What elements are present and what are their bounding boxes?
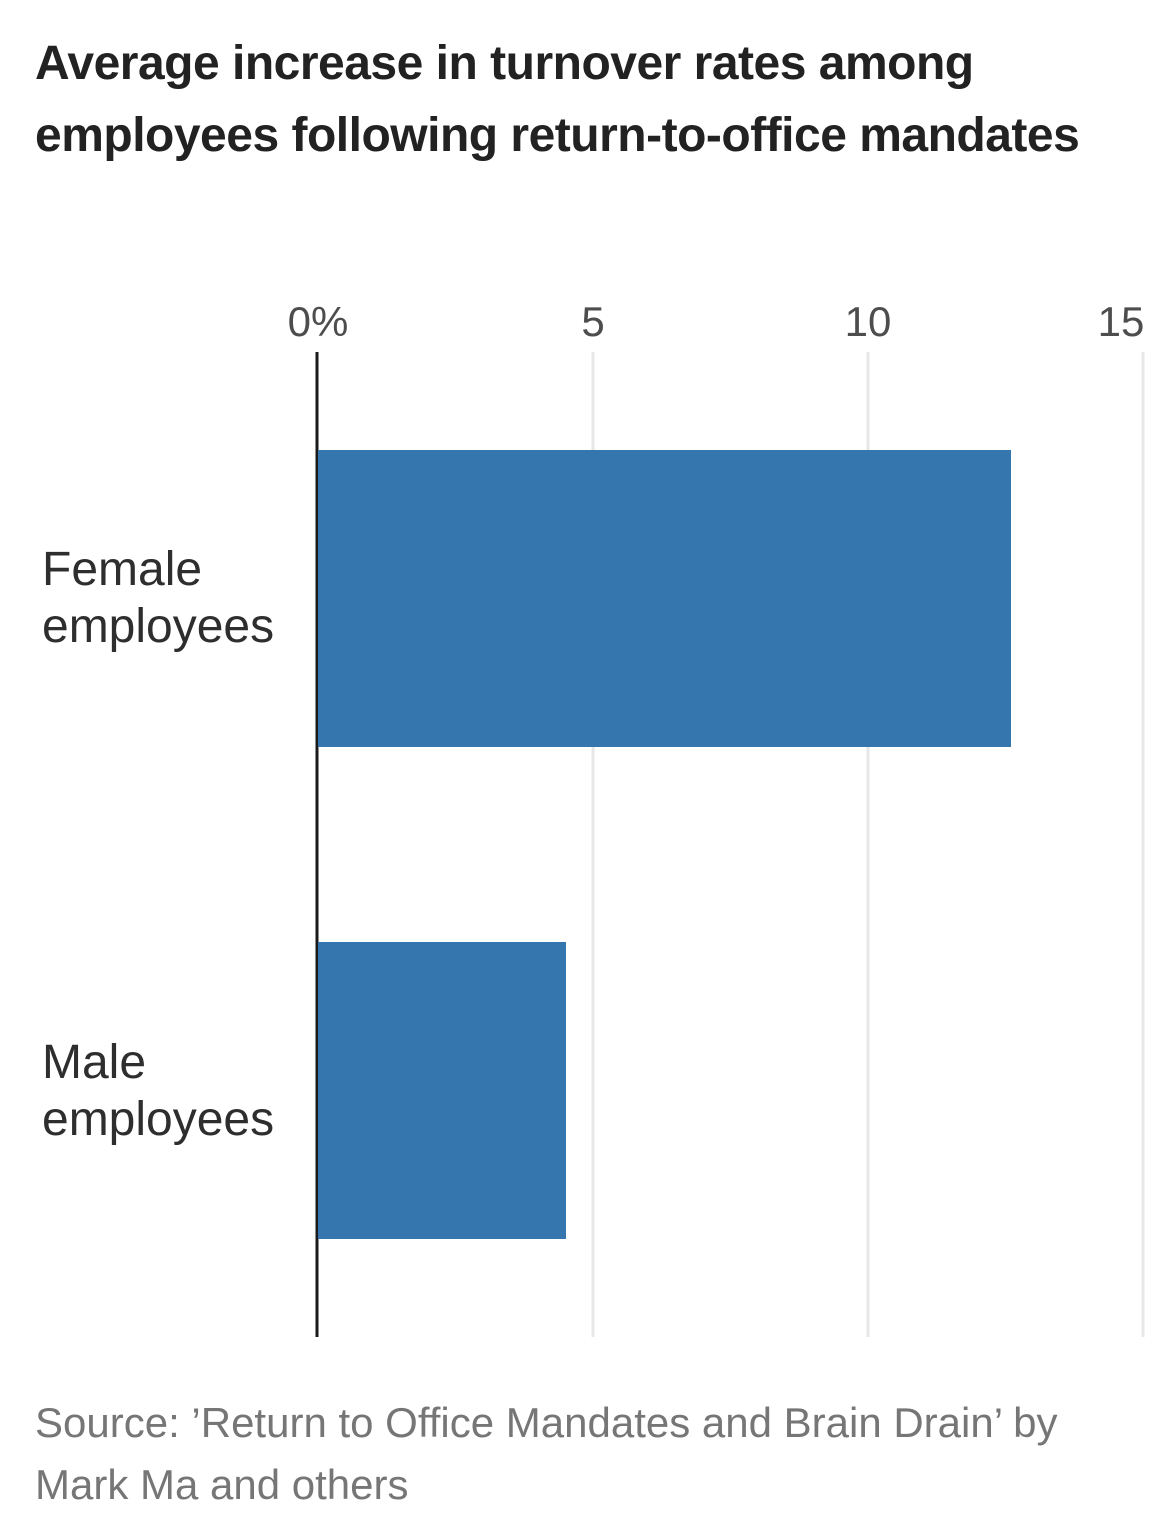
bar-male-employees — [318, 942, 566, 1240]
x-tick-label: 0% — [287, 298, 349, 345]
category-label: Female employees — [42, 543, 275, 654]
x-axis-tick-row: 0% 5 10 15 — [0, 298, 1160, 346]
source-note: Source: ’Return to Office Mandates and B… — [35, 1399, 1058, 1508]
gridline — [1141, 352, 1145, 1337]
x-tick-label: 15 — [1097, 298, 1145, 345]
chart-title: Average increase in turnover rates among… — [35, 37, 1080, 162]
gridline — [866, 352, 870, 1337]
zero-axis-line — [315, 352, 319, 1337]
x-tick-label: 10 — [844, 298, 892, 345]
plot-area — [315, 352, 1145, 1337]
bar-female-employees — [318, 449, 1011, 747]
gridline — [591, 352, 595, 1337]
category-label: Male employees — [42, 1035, 275, 1146]
x-tick-label: 5 — [581, 298, 605, 345]
